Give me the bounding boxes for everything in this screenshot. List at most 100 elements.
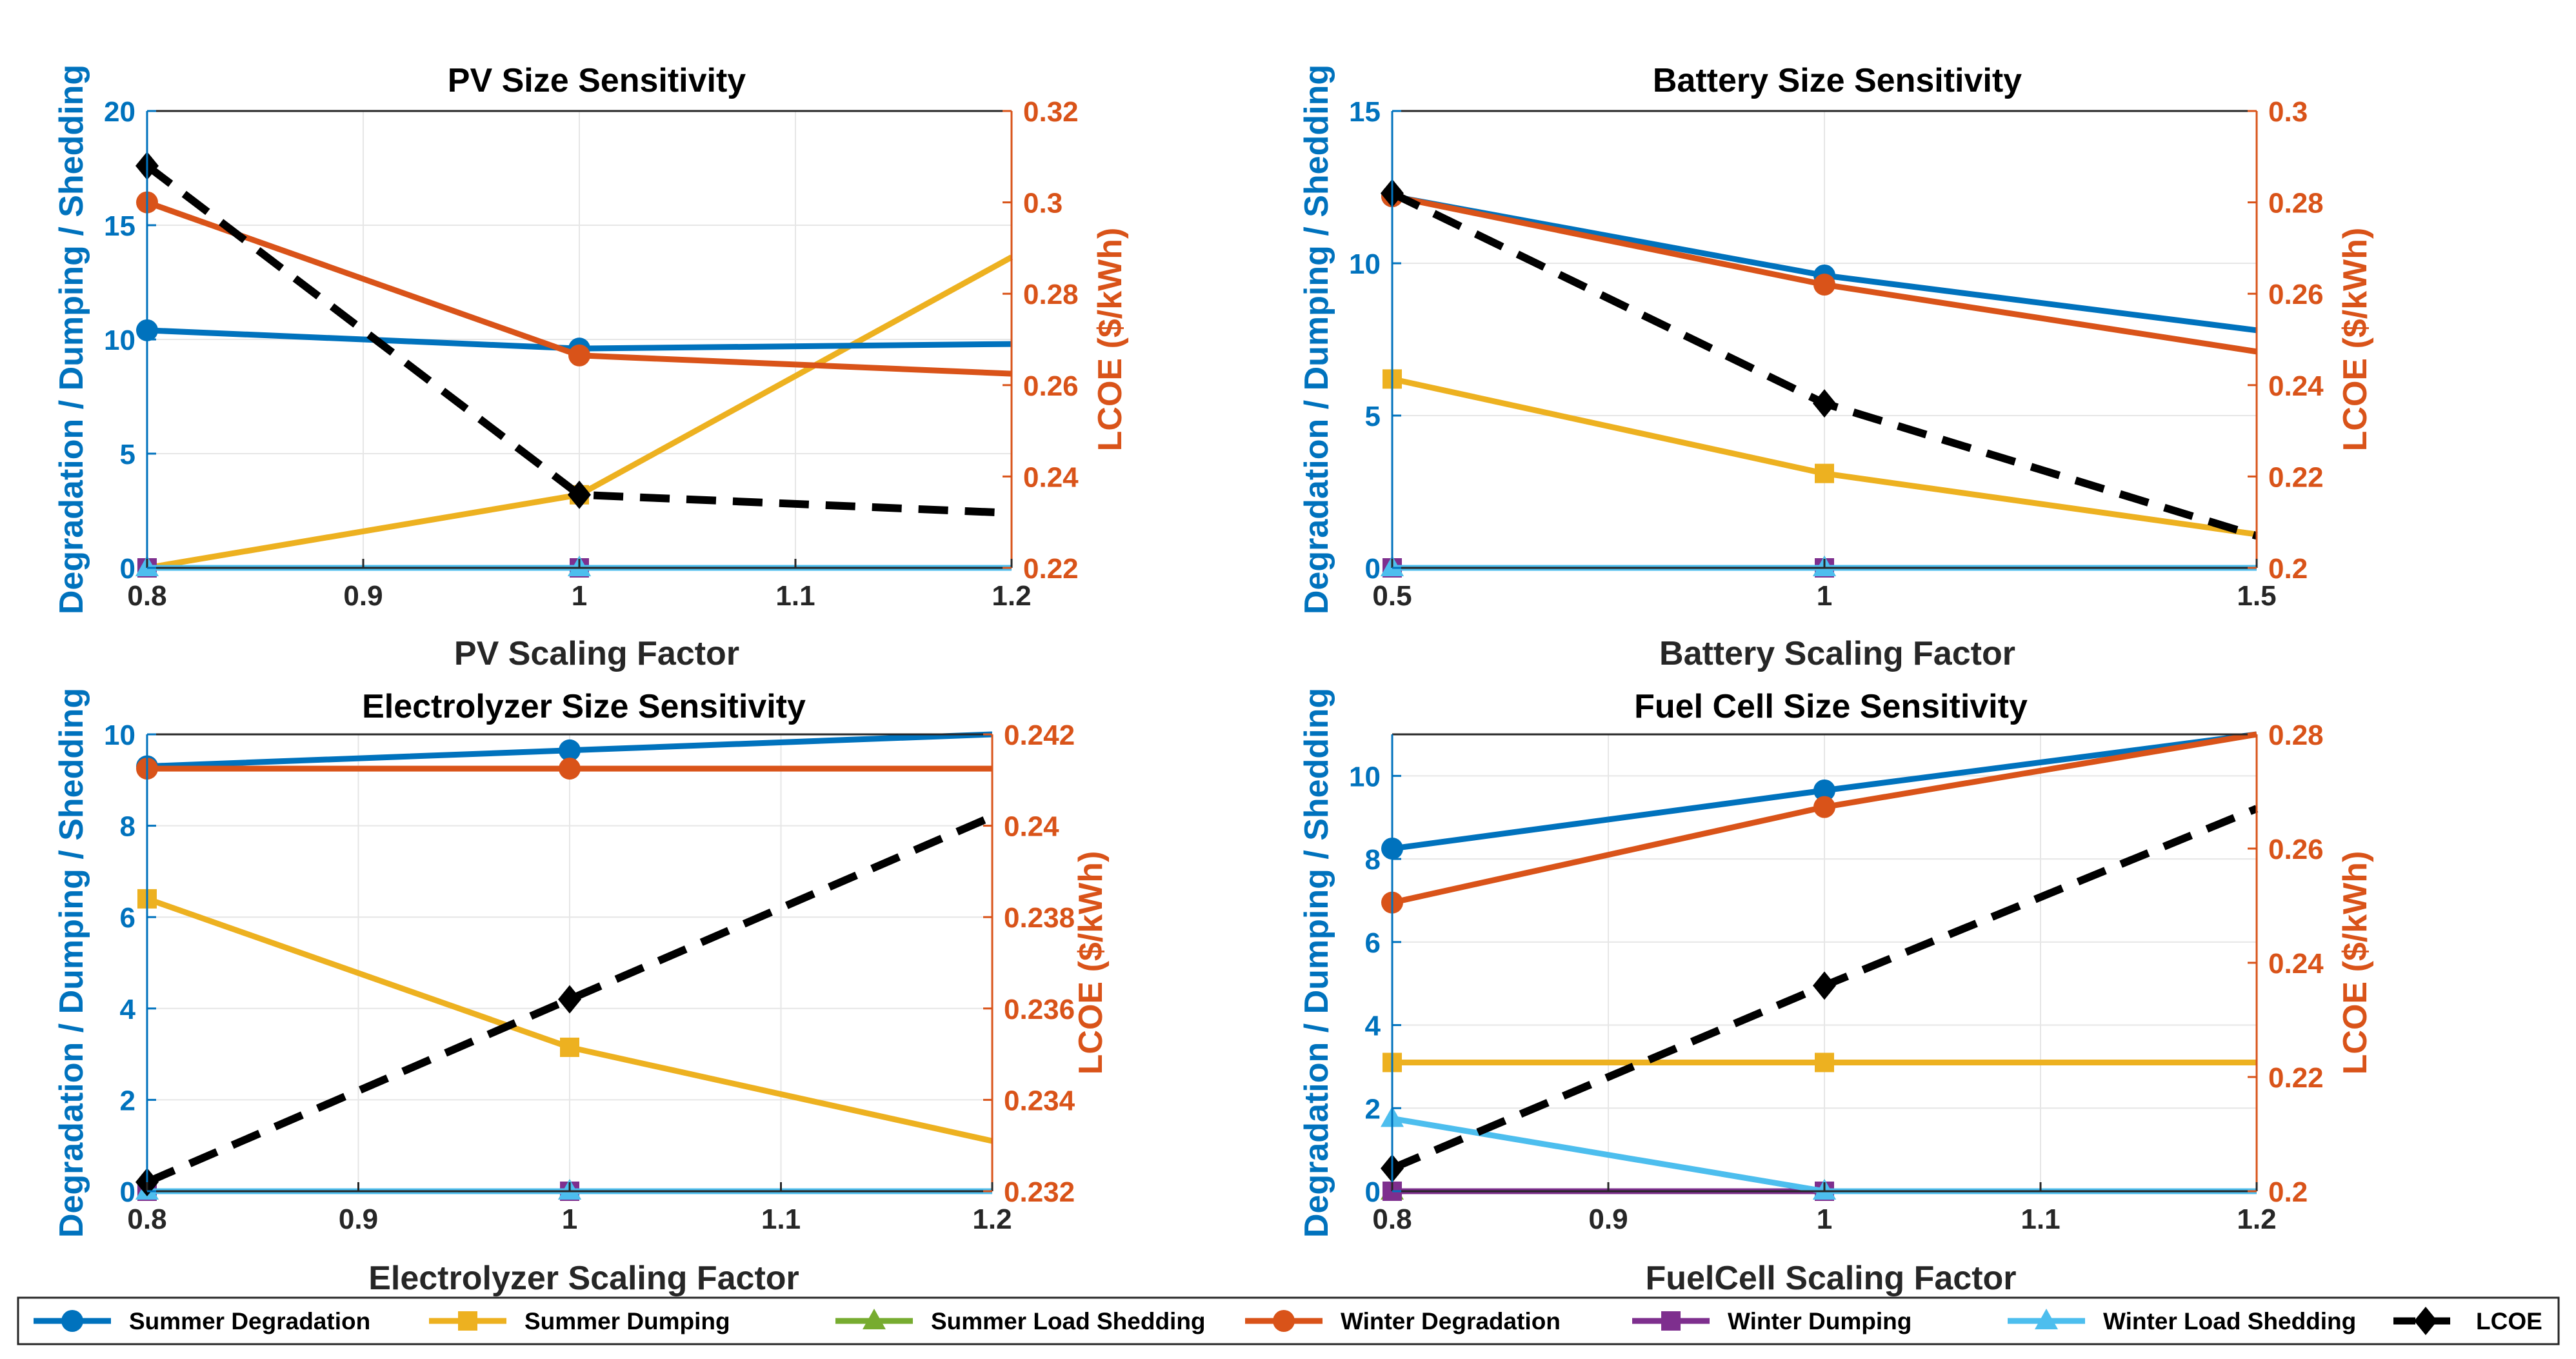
legend: Summer Degradation Summer Dumping Summer L… [17,1296,2560,1345]
x-tick-label: 1 [1817,580,1832,612]
x-tick-label: 1.2 [972,1203,1012,1235]
x-tick-label: 0.8 [1372,1203,1412,1235]
y2-tick-label: 0.22 [1023,553,1079,585]
legend-marker [1273,1310,1295,1332]
legend-label: Summer Dumping [524,1308,730,1334]
right-axis-label: LCOE ($/kWh) [2337,228,2374,452]
lcoe-point [1813,389,1836,418]
legend-marker [458,1311,477,1331]
x-tick-label: 1.1 [775,580,815,612]
electrolyzer-sensitivity-panel: 0.8 0.9 1 1.1 1.2 0 2 4 6 8 10 0.232 0.234 0.236 0.238… [53,688,1110,1297]
left-axis-label: Degradation / Dumping / Shedding [1298,688,1335,1238]
winter-degradation-point [1813,796,1835,818]
y2-tick-label: 0.26 [1023,370,1079,402]
legend-label: Summer Degradation [129,1308,370,1334]
left-axis-label: Degradation / Dumping / Shedding [53,688,90,1238]
y-tick-label: 20 [104,96,135,128]
x-tick-label: 1 [572,580,587,612]
y-tick-label: 4 [120,994,136,1025]
x-axis-label: PV Scaling Factor [454,635,739,672]
y2-tick-label: 0.22 [2268,1062,2324,1094]
y2-tick-label: 0.24 [1004,811,1059,843]
y-tick-label: 10 [104,325,135,356]
y-tick-label: 8 [120,811,135,843]
y-tick-label: 0 [1365,1176,1381,1208]
lcoe-point [568,480,591,509]
legend-label: LCOE [2476,1308,2542,1334]
panel-title: Fuel Cell Size Sensitivity [1634,688,2028,725]
y2-tick-label: 0.24 [2268,948,2324,980]
left-axis-label: Degradation / Dumping / Shedding [1298,65,1335,614]
x-tick-label: 1.1 [2021,1203,2060,1235]
y-tick-label: 10 [1349,761,1381,792]
legend-marker [2414,1307,2437,1335]
y2-tick-label: 0.26 [2268,834,2324,865]
y-tick-label: 5 [120,439,135,470]
y2-tick-label: 0.2 [2268,1176,2308,1208]
legend-label: Winter Dumping [1728,1308,1912,1334]
y2-tick-label: 0.22 [2268,461,2324,493]
legend-label: Winter Degradation [1341,1308,1561,1334]
legend-marker [863,1309,886,1329]
y2-tick-label: 0.236 [1004,994,1075,1025]
y-tick-label: 0 [120,1176,135,1208]
y2-tick-label: 0.28 [2268,720,2324,751]
battery-sensitivity-panel: 0.5 1 1.5 0 5 10 15 0.2 0.22 0.24 0.26 0.28 0.3 Batte… [1298,62,2374,672]
y2-tick-label: 0.32 [1023,96,1079,128]
pv-sensitivity-panel: 0.8 0.9 1 1.1 1.2 0 5 10 15 20 0.22 0.24 0.26 0.28 0.3… [53,62,1129,672]
legend-label: Winter Load Shedding [2103,1308,2356,1334]
y-tick-label: 15 [1349,96,1381,128]
x-tick-label: 0.5 [1372,580,1412,612]
summer-degradation-point [559,739,581,761]
y-tick-label: 6 [1365,927,1381,959]
legend-marker [2035,1309,2058,1329]
y2-tick-label: 0.24 [1023,461,1079,493]
x-tick-label: 0.9 [339,1203,378,1235]
summer-dumping-point [1815,1052,1834,1072]
y2-tick-label: 0.28 [2268,188,2324,219]
y2-tick-label: 0.3 [2268,96,2308,128]
summer-dumping-point [560,1037,579,1057]
right-axis-label: LCOE ($/kWh) [1072,851,1110,1075]
y2-tick-label: 0.2 [2268,553,2308,585]
y-tick-label: 10 [1349,248,1381,280]
y-tick-label: 10 [104,720,135,751]
y-tick-label: 0 [120,553,135,585]
winter-degradation-point [568,344,590,367]
fuel-cell-sensitivity-panel: 0.8 0.9 1 1.1 1.2 0 2 4 6 8 10 0.2 0.22 0.24 0.26 0.28 F… [1298,688,2374,1297]
y-tick-label: 8 [1365,844,1381,876]
legend-marker [1661,1311,1681,1331]
x-tick-label: 1.1 [761,1203,801,1235]
x-tick-label: 1.2 [992,580,1031,612]
right-axis-label: LCOE ($/kWh) [2337,851,2374,1075]
x-tick-label: 0.8 [127,580,166,612]
legend-label: Summer Load Shedding [931,1308,1206,1334]
lcoe-line [145,812,994,1186]
panel-title: PV Size Sensitivity [448,62,746,99]
panel-title: Battery Size Sensitivity [1653,62,2022,99]
winter-degradation-point [559,758,581,780]
x-tick-label: 1.5 [2237,580,2276,612]
y-tick-label: 2 [1365,1093,1381,1125]
y-tick-label: 15 [104,210,135,242]
y2-tick-label: 0.238 [1004,902,1075,934]
right-axis-label: LCOE ($/kWh) [1092,228,1129,452]
summer-dumping-point [1815,463,1834,483]
y2-tick-label: 0.3 [1023,188,1063,219]
y-tick-label: 4 [1365,1011,1381,1042]
x-tick-label: 0.9 [343,580,383,612]
y2-tick-label: 0.242 [1004,720,1075,751]
legend-marker [61,1310,83,1332]
y-tick-label: 5 [1365,401,1381,432]
y2-tick-label: 0.26 [2268,279,2324,310]
lcoe-point [558,985,581,1014]
x-tick-label: 1 [562,1203,577,1235]
x-tick-label: 1.2 [2237,1203,2276,1235]
winter-degradation-point [1813,274,1835,296]
y-tick-label: 6 [120,902,135,934]
x-axis-label: Battery Scaling Factor [1659,635,2015,672]
y2-tick-label: 0.234 [1004,1085,1075,1116]
x-tick-label: 0.8 [127,1203,166,1235]
y2-tick-label: 0.232 [1004,1176,1075,1208]
